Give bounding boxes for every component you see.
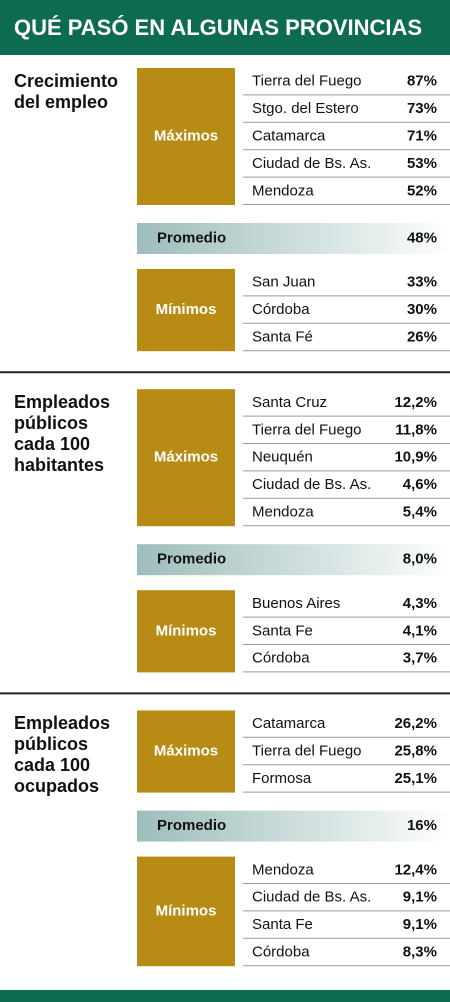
average-label: Promedio [157,551,226,568]
group-label: Máximos [154,449,218,466]
group-block [137,710,235,793]
header-band [0,0,450,55]
section-title: Crecimiento [14,71,118,91]
province-value: 4,3% [403,595,437,612]
province-name: Tierra del Fuego [252,421,362,438]
section-title: públicos [14,413,88,433]
province-name: Neuquén [252,449,313,466]
section-title: del empleo [14,92,108,112]
province-name: Catamarca [252,715,326,732]
province-value: 25,8% [394,742,437,759]
province-value: 87% [407,73,437,90]
average-band [137,810,450,842]
province-name: Mendoza [252,861,314,878]
province-name: Buenos Aires [252,595,340,612]
province-name: Stgo. del Estero [252,100,359,117]
province-value: 73% [407,100,437,117]
province-value: 4,6% [403,476,437,493]
province-name: Catamarca [252,127,326,144]
province-value: 3,7% [403,650,437,667]
province-name: Ciudad de Bs. As. [252,476,371,493]
group-label: Mínimos [156,622,217,639]
province-value: 4,1% [403,622,437,639]
province-name: Mendoza [252,503,314,520]
average-value: 16% [407,817,437,834]
average-band [137,223,450,254]
group-label: Mínimos [156,902,217,919]
group-label: Mínimos [156,301,217,318]
section-title: Empleados [14,713,110,733]
province-value: 26,2% [394,715,437,732]
province-value: 10,9% [394,449,437,466]
province-value: 12,2% [394,394,437,411]
average-band [137,544,450,576]
section-title: cada 100 [14,434,90,454]
province-name: Santa Fé [252,328,313,345]
average-label: Promedio [157,229,226,246]
province-name: Santa Fe [252,916,313,933]
province-value: 33% [407,274,437,291]
header-title: QUÉ PASÓ EN ALGUNAS PROVINCIAS [14,15,422,40]
province-value: 52% [407,182,437,199]
province-name: Santa Cruz [252,394,327,411]
province-value: 5,4% [403,503,437,520]
province-name: Córdoba [252,301,310,318]
group-block [137,590,235,673]
average-value: 48% [407,229,437,246]
section-title: públicos [14,734,88,754]
province-name: Tierra del Fuego [252,73,362,90]
province-name: Córdoba [252,650,310,667]
footer-band [0,990,450,1002]
group-label: Máximos [154,127,218,144]
section-title: cada 100 [14,755,90,775]
province-name: Ciudad de Bs. As. [252,155,371,172]
province-value: 11,8% [395,421,437,438]
group-block [137,269,235,352]
group-block [137,68,235,205]
province-value: 8,3% [403,943,437,960]
province-name: Formosa [252,770,312,787]
section-title: habitantes [14,455,104,475]
province-name: Tierra del Fuego [252,742,362,759]
province-name: Ciudad de Bs. As. [252,889,371,906]
province-name: Santa Fe [252,622,313,639]
group-label: Máximos [154,742,218,759]
province-value: 71% [407,127,437,144]
average-value: 8,0% [403,551,437,568]
section-title: Empleados [14,392,110,412]
group-block [137,389,235,527]
group-block [137,856,235,967]
province-value: 9,1% [403,889,437,906]
average-label: Promedio [157,817,226,834]
province-value: 26% [407,328,437,345]
province-name: Mendoza [252,182,314,199]
section-title: ocupados [14,776,99,796]
province-value: 12,4% [394,861,437,878]
province-value: 53% [407,155,437,172]
province-value: 25,1% [394,770,437,787]
province-value: 30% [407,301,437,318]
province-name: Córdoba [252,943,310,960]
province-name: San Juan [252,274,315,291]
province-value: 9,1% [403,916,437,933]
